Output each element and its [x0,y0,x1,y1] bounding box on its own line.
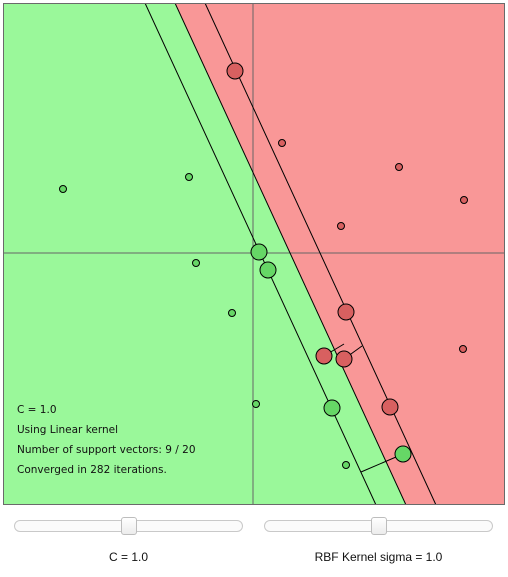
data-point-negative[interactable] [459,345,467,353]
support-vector-negative[interactable] [226,62,244,80]
plot-border [3,3,505,505]
c-slider-handle[interactable] [120,517,137,535]
support-vector-positive[interactable] [259,261,277,279]
support-vector-negative[interactable] [337,303,355,321]
data-point-negative[interactable] [395,163,403,171]
c-slider[interactable] [14,517,243,535]
sigma-slider-handle[interactable] [370,517,387,535]
data-point-negative[interactable] [460,196,468,204]
support-vectors-text: Number of support vectors: 9 / 20 [17,444,196,456]
sigma-slider-label: RBF Kernel sigma = 1.0 [314,550,443,564]
support-vector-positive[interactable] [323,399,341,417]
c-value-text: C = 1.0 [17,404,57,416]
data-point-positive[interactable] [252,400,260,408]
negative-region [175,3,505,505]
data-point-positive[interactable] [185,173,193,181]
data-point-positive[interactable] [192,259,200,267]
sigma-slider[interactable] [264,517,493,535]
data-point-positive[interactable] [342,461,350,469]
margin-line-negative [204,3,437,505]
data-point-positive[interactable] [59,185,67,193]
data-point-negative[interactable] [278,139,286,147]
support-vector-positive[interactable] [250,243,268,261]
svm-plot[interactable]: C = 1.0 Using Linear kernel Number of su… [3,3,505,505]
c-slider-label: C = 1.0 [108,550,149,564]
support-vector-positive[interactable] [394,445,412,463]
svm-canvas[interactable] [3,3,505,505]
decision-boundary [174,3,407,505]
data-point-positive[interactable] [228,309,236,317]
data-points[interactable] [59,62,468,469]
convergence-text: Converged in 282 iterations. [17,464,167,476]
kernel-text: Using Linear kernel [17,424,119,436]
support-vector-negative[interactable] [335,350,353,368]
support-vector-negative[interactable] [381,398,399,416]
data-point-negative[interactable] [337,222,345,230]
support-vector-negative[interactable] [315,347,333,365]
